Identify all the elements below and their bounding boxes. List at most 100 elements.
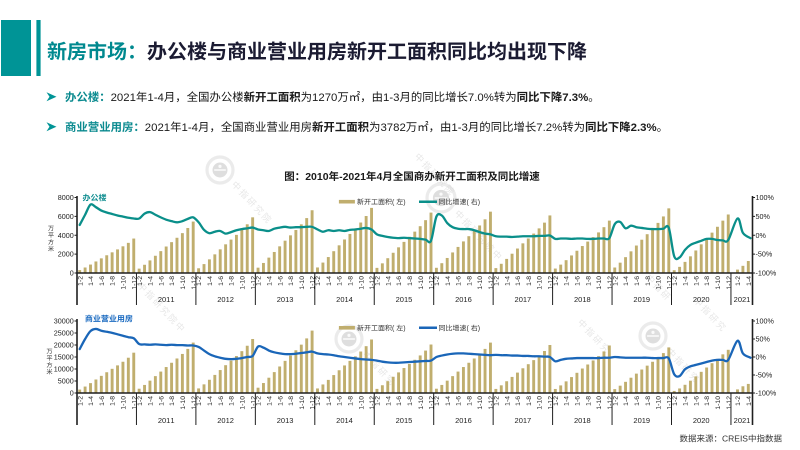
svg-text:1-2: 1-2 [434,276,441,286]
svg-text:): ) [403,199,405,206]
svg-text:7.3%: 7.3% [562,92,588,104]
svg-text:1-8: 1-8 [229,396,236,406]
svg-text:1-2: 1-2 [77,276,84,286]
svg-text:): ) [478,199,480,206]
svg-text:1-12: 1-12 [429,276,436,290]
svg-text:1-10: 1-10 [121,276,128,290]
svg-text:1-12: 1-12 [548,276,555,290]
svg-text:1-2: 1-2 [256,276,263,286]
svg-text:1-10: 1-10 [180,396,187,410]
svg-text:1-6: 1-6 [456,276,463,286]
svg-text:1-2: 1-2 [256,396,263,406]
svg-text:1-8: 1-8 [288,276,295,286]
svg-text:2018: 2018 [574,416,591,425]
svg-text:1-10: 1-10 [121,396,128,410]
svg-text:1-4: 1-4 [148,276,155,286]
svg-text:1-4: 1-4 [623,276,630,286]
svg-text:50%: 50% [756,335,771,344]
svg-text:1-6: 1-6 [337,276,344,286]
svg-text:1-6: 1-6 [634,396,641,406]
svg-text:20000: 20000 [54,341,74,350]
svg-text:1-10: 1-10 [418,396,425,410]
svg-text:1-2: 1-2 [612,396,619,406]
svg-text:2021: 2021 [111,92,136,104]
svg-text:1-2: 1-2 [735,276,742,286]
svg-text:1-12: 1-12 [666,396,673,410]
svg-text:1-4: 1-4 [182,122,198,134]
svg-text:1-4: 1-4 [326,276,333,286]
svg-text:1-4: 1-4 [683,276,690,286]
svg-text:1-4: 1-4 [504,396,511,406]
svg-text:1-2: 1-2 [196,396,203,406]
svg-text:1-8: 1-8 [526,396,533,406]
svg-text:1270: 1270 [312,92,337,104]
svg-text:1-12: 1-12 [191,396,198,410]
svg-text:1-8: 1-8 [110,276,117,286]
svg-text:1-2: 1-2 [493,396,500,406]
svg-text:7.2%: 7.2% [536,122,562,134]
svg-text:0: 0 [70,389,74,398]
svg-text:1-12: 1-12 [666,276,673,290]
svg-text:1-6: 1-6 [575,396,582,406]
svg-text:1-10: 1-10 [656,276,663,290]
svg-text:1-2: 1-2 [672,276,679,286]
svg-text:0%: 0% [756,231,767,240]
svg-text:2019: 2019 [633,295,650,304]
svg-text:1-10: 1-10 [715,276,722,290]
svg-text:1-4: 1-4 [445,276,452,286]
svg-text:2013: 2013 [277,416,294,425]
svg-text:2014: 2014 [336,295,353,304]
svg-text:1-8: 1-8 [407,396,414,406]
svg-text:2020: 2020 [693,295,710,304]
svg-text:1-6: 1-6 [158,396,165,406]
svg-text:1-10: 1-10 [537,276,544,290]
svg-text:1-8: 1-8 [704,396,711,406]
svg-text:0%: 0% [756,353,767,362]
svg-text:1-12: 1-12 [131,276,138,290]
svg-text:2.3%: 2.3% [631,122,657,134]
svg-text:1-8: 1-8 [585,276,592,286]
svg-text:(: ( [467,326,470,333]
svg-text:1-2: 1-2 [375,276,382,286]
svg-text:1-4: 1-4 [504,276,511,286]
svg-text:2021: 2021 [734,295,751,304]
svg-text:1-10: 1-10 [299,396,306,410]
svg-text:1-4: 1-4 [445,396,452,406]
svg-text:1-2: 1-2 [315,276,322,286]
svg-text:2016: 2016 [455,295,472,304]
svg-text:1-6: 1-6 [396,396,403,406]
svg-text:30000: 30000 [54,317,74,326]
svg-text:2015: 2015 [396,416,413,425]
svg-text:1-12: 1-12 [726,276,733,290]
svg-text:1-12: 1-12 [607,396,614,410]
svg-text:1-4: 1-4 [385,396,392,406]
svg-text:-100%: -100% [756,389,777,398]
svg-text:1-10: 1-10 [180,276,187,290]
svg-text:1-6: 1-6 [218,396,225,406]
svg-text:1-4: 1-4 [385,276,392,286]
svg-text:(: ( [392,199,395,206]
svg-text:1-8: 1-8 [466,396,473,406]
svg-text:2011: 2011 [158,295,175,304]
svg-text:1-2: 1-2 [553,276,560,286]
svg-text:): ) [403,326,405,333]
svg-text:1-12: 1-12 [607,276,614,290]
svg-text:1-12: 1-12 [726,396,733,410]
svg-text:1-2: 1-2 [315,396,322,406]
svg-text:1-4: 1-4 [88,396,95,406]
svg-text:1-2: 1-2 [493,276,500,286]
svg-text:100%: 100% [756,193,775,202]
svg-text:15000: 15000 [54,353,74,362]
svg-text:(: ( [467,199,470,206]
svg-text:3782: 3782 [380,122,405,134]
svg-text:2015: 2015 [396,295,413,304]
svg-text:1-2: 1-2 [434,396,441,406]
svg-text:1-10: 1-10 [239,396,246,410]
svg-text:1-12: 1-12 [369,276,376,290]
svg-text:1-2: 1-2 [196,276,203,286]
svg-text:1-6: 1-6 [693,276,700,286]
svg-text:2021: 2021 [145,122,170,134]
svg-text:1-4: 1-4 [266,276,273,286]
svg-text:2013: 2013 [277,295,294,304]
svg-text:1-6: 1-6 [277,396,284,406]
